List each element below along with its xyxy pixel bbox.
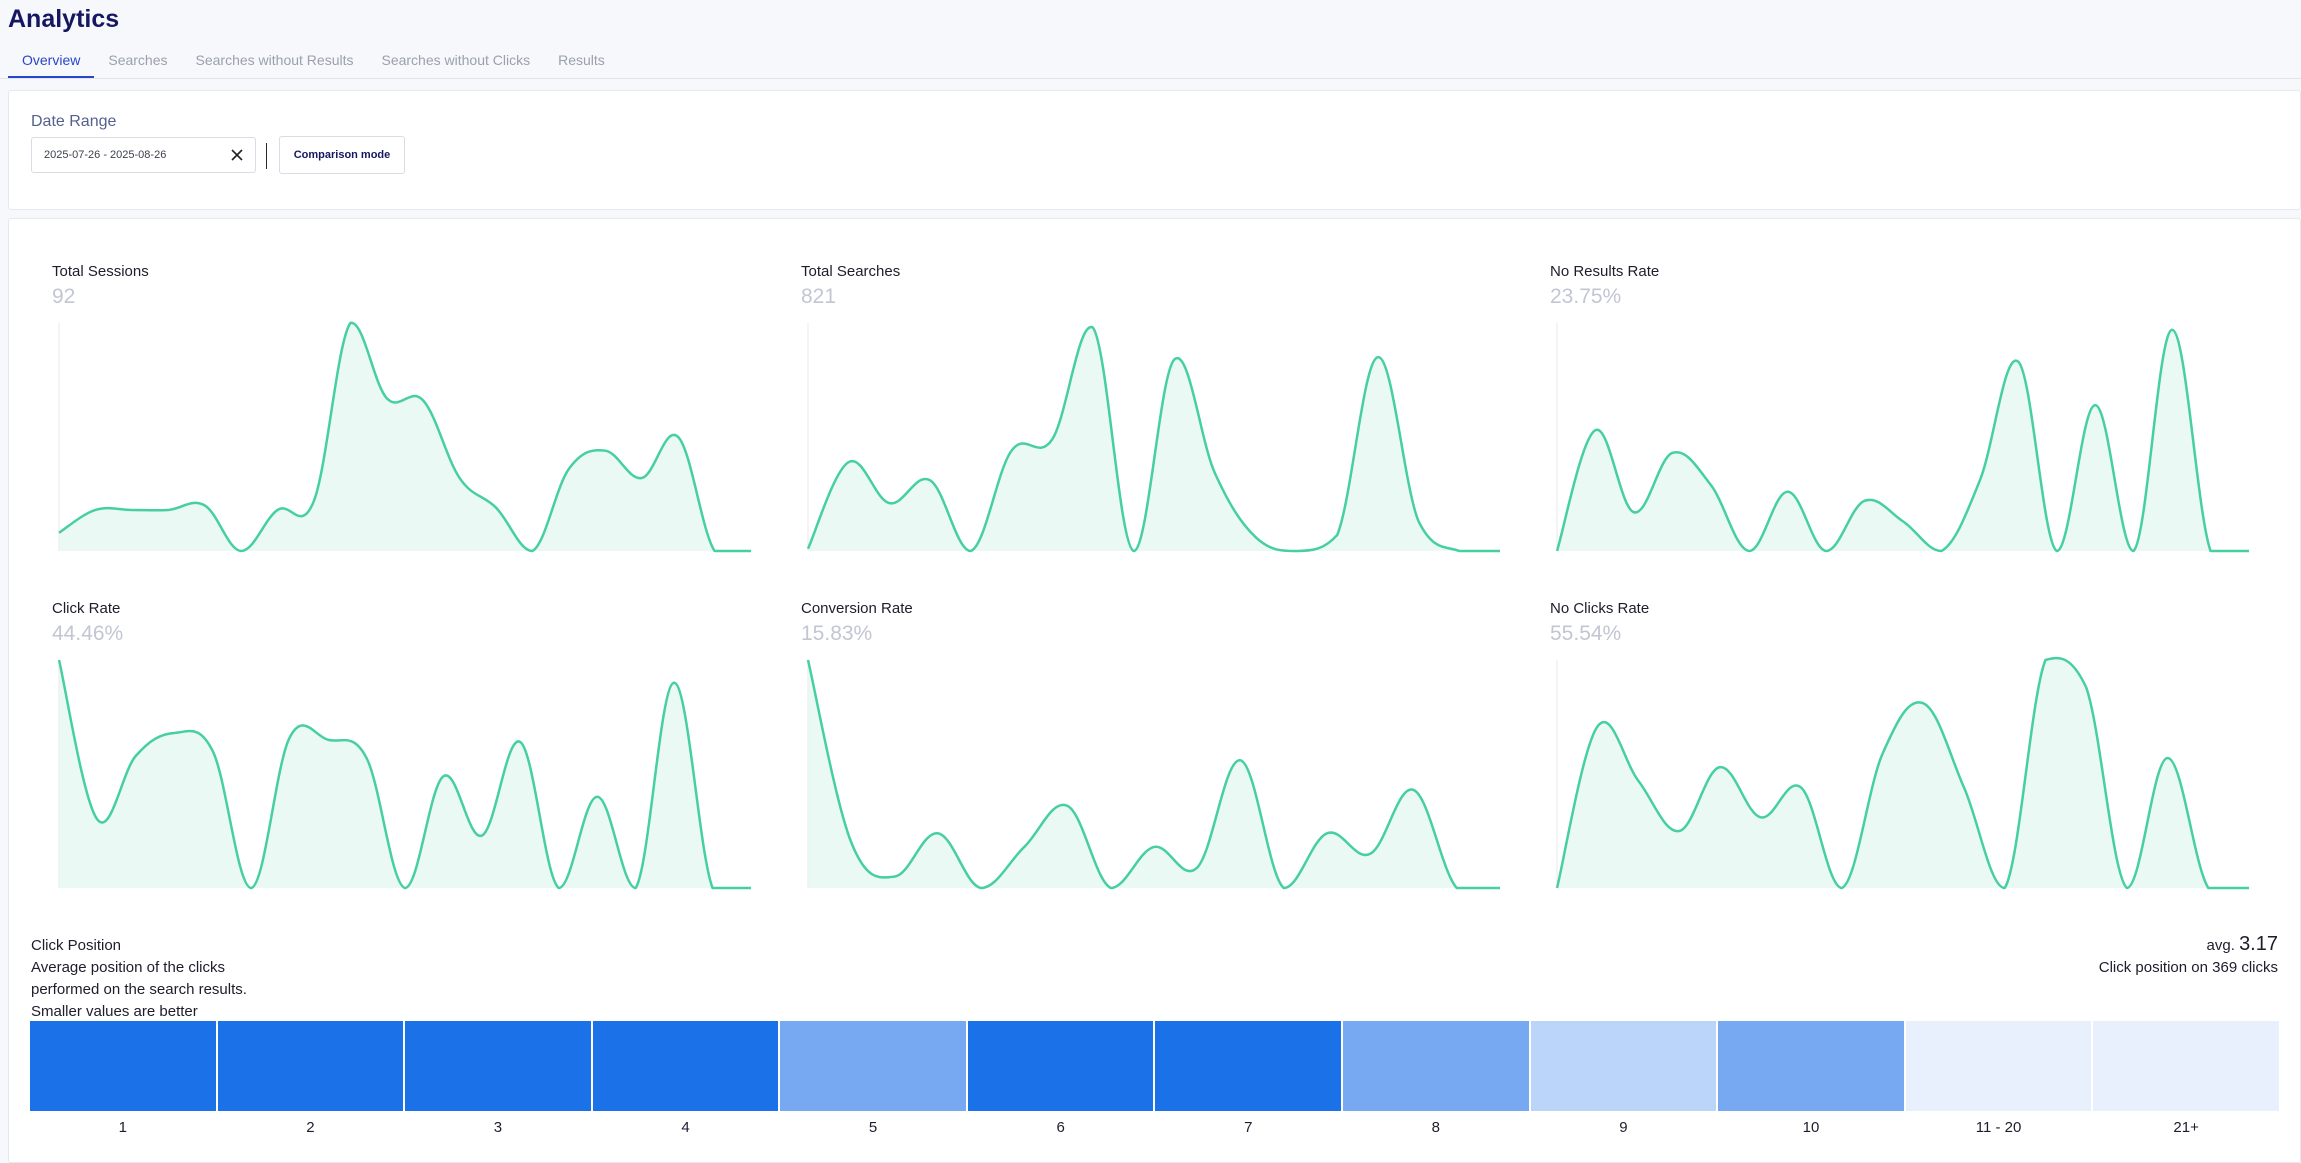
kpi-value-total-sessions: 92 — [52, 285, 76, 308]
sparkline-area — [59, 660, 751, 888]
click-position-average: avg. 3.17 — [2207, 933, 2278, 956]
click-position-heatmap — [30, 1021, 2279, 1111]
heatmap-label: 4 — [681, 1119, 690, 1136]
heatmap-label: 9 — [1619, 1119, 1628, 1136]
date-range-input[interactable]: 2025-07-26 - 2025-08-26 — [31, 137, 256, 173]
heatmap-label: 11 - 20 — [1975, 1119, 2022, 1136]
tab-searches-without-clicks[interactable]: Searches without Clicks — [381, 52, 531, 68]
kpi-value-click-rate: 44.46% — [52, 622, 124, 645]
kpi-title-total-searches: Total Searches — [801, 263, 901, 280]
click-position-title: Click Position — [31, 937, 122, 954]
tabs-divider — [0, 78, 2301, 79]
heatmap-label: 7 — [1244, 1119, 1253, 1136]
heatmap-cell-4[interactable] — [592, 1021, 779, 1111]
heatmap-cell-11-20[interactable] — [1905, 1021, 2092, 1111]
sparkline-line — [806, 326, 1500, 553]
avg-label: avg. — [2206, 937, 2235, 954]
sparkline-total-sessions — [58, 321, 751, 553]
sparkline-line — [1555, 656, 2249, 890]
kpi-value-no-results-rate: 23.75% — [1550, 285, 1622, 308]
tab-results[interactable]: Results — [558, 52, 605, 68]
heatmap-label: 8 — [1431, 1119, 1440, 1136]
sparkline-line — [806, 659, 1500, 890]
filter-divider — [266, 143, 267, 169]
heatmap-labels: 1 2 3 4 5 6 7 8 9 10 11 - 20 21+ — [30, 1119, 2279, 1136]
sparkline-line — [57, 659, 751, 890]
tab-bar: Overview Searches Searches without Resul… — [8, 48, 619, 78]
close-icon[interactable] — [229, 147, 245, 163]
heatmap-label: 21+ — [2173, 1119, 2199, 1136]
sparkline-click-rate — [57, 659, 751, 890]
tab-searches[interactable]: Searches — [108, 52, 168, 68]
filter-card: Date Range 2025-07-26 - 2025-08-26 Compa… — [8, 90, 2301, 210]
comparison-mode-button[interactable]: Comparison mode — [279, 136, 405, 174]
heatmap-cell-3[interactable] — [405, 1021, 591, 1111]
click-position-total: Click position on 369 clicks — [2098, 959, 2278, 976]
heatmap-label: 5 — [868, 1119, 878, 1136]
heatmap-label: 2 — [306, 1119, 315, 1136]
kpi-title-total-sessions: Total Sessions — [52, 263, 149, 280]
sparkline-line — [58, 321, 751, 553]
heatmap-label: 6 — [1056, 1119, 1065, 1136]
heatmap-cell-10[interactable] — [1718, 1021, 1904, 1111]
tab-overview[interactable]: Overview — [8, 48, 95, 78]
overview-card: Total Sessions 92 Total Searches 821 No … — [8, 218, 2301, 1163]
sparkline-area — [1557, 658, 2249, 888]
sparkline-area — [1557, 329, 2249, 551]
page-title: Analytics — [8, 5, 120, 33]
kpi-title-no-clicks-rate: No Clicks Rate — [1550, 600, 1650, 617]
sparkline-conversion-rate — [806, 659, 1500, 890]
sparkline-area — [808, 327, 1500, 551]
heatmap-cell-6[interactable] — [967, 1021, 1154, 1111]
heatmap-label: 1 — [118, 1119, 127, 1136]
kpi-title-conversion-rate: Conversion Rate — [801, 600, 913, 617]
heatmap-cell-5[interactable] — [780, 1021, 966, 1111]
date-range-value: 2025-07-26 - 2025-08-26 — [44, 149, 167, 161]
heatmap-cell-21-plus[interactable] — [2093, 1021, 2279, 1111]
kpi-title-click-rate: Click Rate — [52, 600, 121, 617]
sparkline-line — [1555, 328, 2249, 553]
sparkline-total-searches — [806, 323, 1500, 553]
sparkline-no-results-rate — [1555, 323, 2249, 553]
heatmap-cell-2[interactable] — [217, 1021, 404, 1111]
heatmap-label: 10 — [1802, 1119, 1820, 1136]
heatmap-cell-7[interactable] — [1155, 1021, 1342, 1111]
date-range-label: Date Range — [31, 113, 117, 130]
sparkline-area — [808, 660, 1500, 888]
tab-searches-without-results[interactable]: Searches without Results — [195, 52, 354, 68]
kpi-value-no-clicks-rate: 55.54% — [1550, 622, 1622, 645]
click-position-description: Average position of the clicks performed… — [31, 959, 247, 1020]
kpi-value-total-searches: 821 — [801, 285, 837, 308]
avg-value: 3.17 — [2239, 933, 2278, 955]
heatmap-cell-1[interactable] — [30, 1021, 216, 1111]
heatmap-cell-8[interactable] — [1343, 1021, 1529, 1111]
heatmap-cell-9[interactable] — [1530, 1021, 1717, 1111]
sparkline-no-clicks-rate — [1555, 656, 2249, 890]
heatmap-label: 3 — [493, 1119, 503, 1136]
kpi-value-conversion-rate: 15.83% — [801, 622, 873, 645]
sparkline-area — [59, 322, 751, 551]
kpi-title-no-results-rate: No Results Rate — [1550, 263, 1660, 280]
